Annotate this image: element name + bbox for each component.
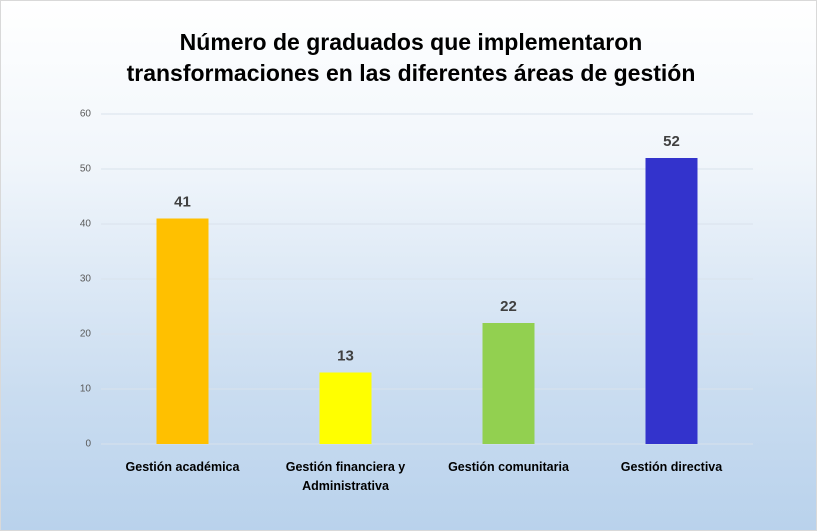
y-tick-label: 40 — [80, 219, 92, 230]
x-tick-label: Gestión directiva — [620, 460, 723, 474]
y-tick-label: 50 — [80, 164, 92, 175]
y-tick-label: 60 — [80, 109, 92, 120]
data-label: 52 — [663, 133, 680, 150]
y-tick-label: 20 — [80, 329, 92, 340]
data-label: 13 — [337, 347, 354, 364]
data-label: 22 — [500, 298, 517, 315]
bar — [319, 372, 372, 444]
y-tick-label: 30 — [80, 274, 92, 285]
x-tick-label: Gestión financiera y Administrativa — [285, 460, 406, 493]
y-tick-label: 10 — [80, 384, 92, 395]
chart-title: Número de graduados que implementaron tr… — [126, 29, 696, 86]
data-label: 41 — [174, 193, 191, 210]
bar — [482, 323, 535, 444]
y-tick-label: 0 — [85, 439, 91, 450]
bar — [645, 158, 698, 444]
x-tick-label: Gestión comunitaria — [448, 460, 569, 474]
x-tick-label: Gestión académica — [125, 460, 240, 474]
bar — [156, 218, 209, 444]
